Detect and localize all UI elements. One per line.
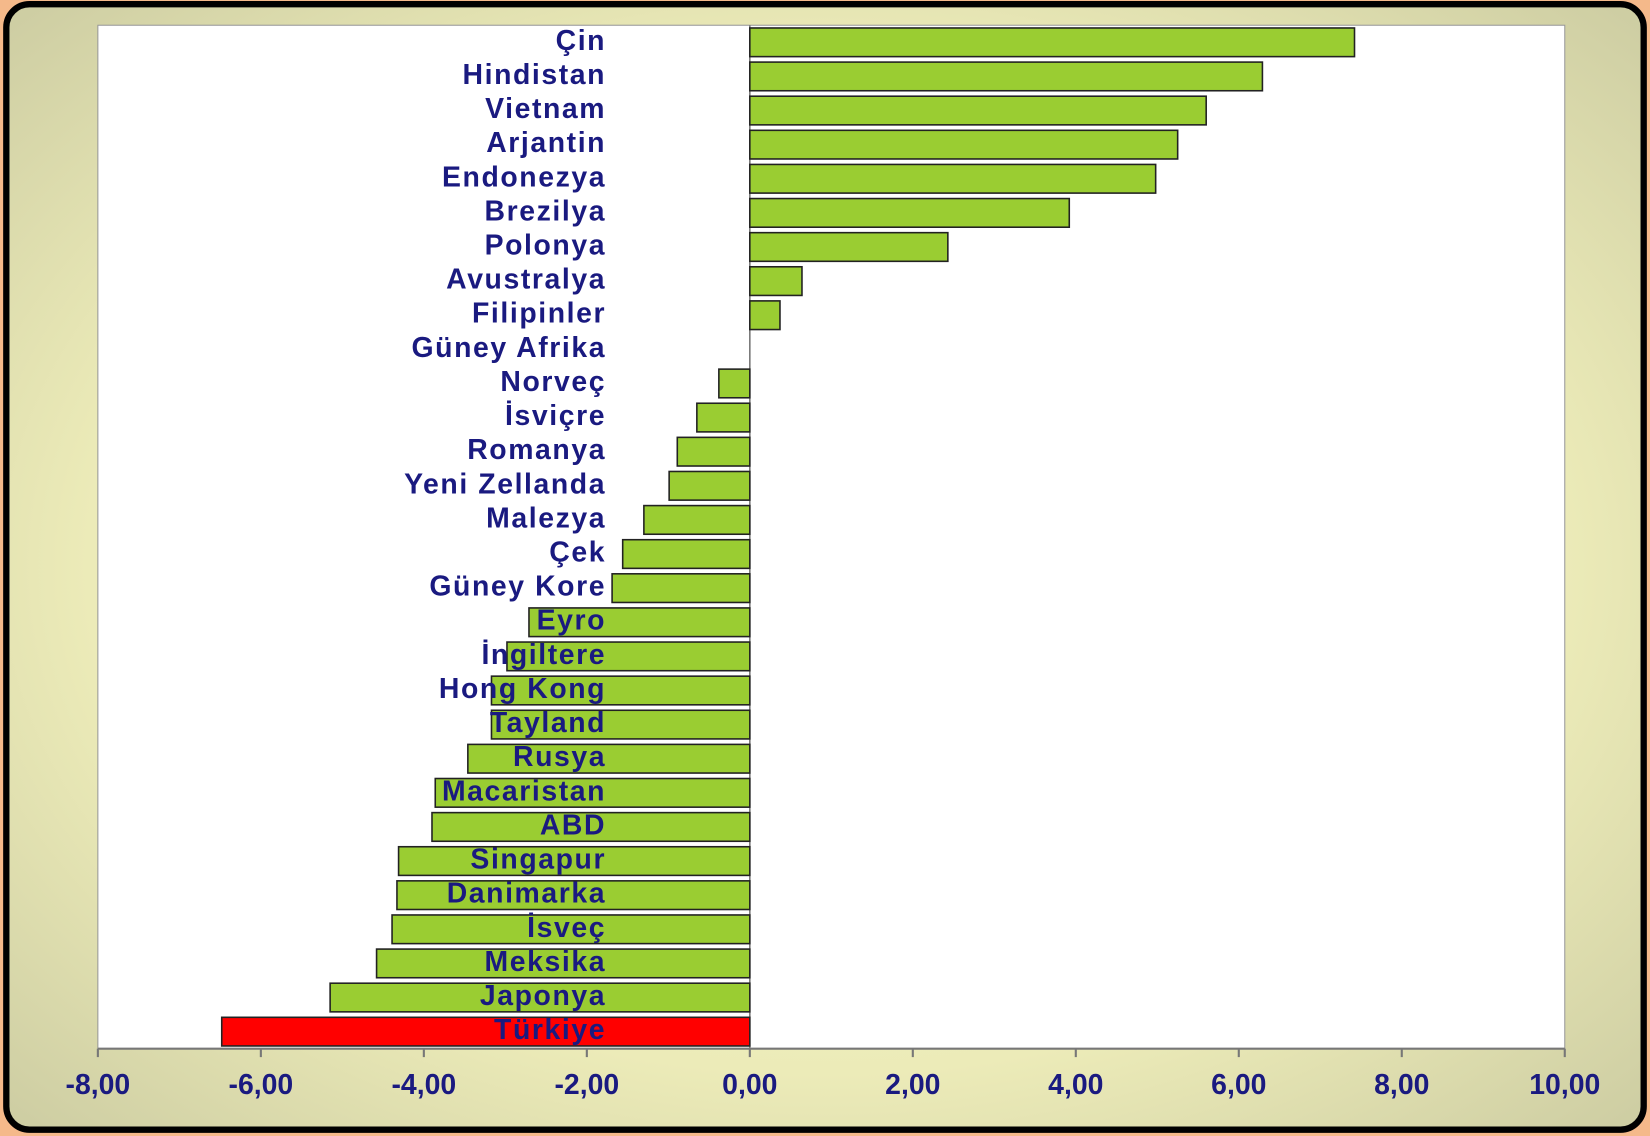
bar	[749, 300, 781, 331]
bar	[718, 368, 751, 399]
bar	[749, 163, 1157, 194]
bar	[749, 231, 949, 263]
x-tick-label: 4,00	[1048, 1069, 1103, 1101]
x-tick-label: 2,00	[885, 1069, 940, 1101]
x-tick-label: 6,00	[1211, 1069, 1266, 1101]
bar	[611, 573, 751, 604]
bar	[396, 880, 751, 911]
category-label: Singapur	[470, 844, 606, 876]
category-label: Hong Kong	[439, 673, 606, 705]
x-tick-label: 0,00	[722, 1069, 777, 1101]
x-tick-label: -4,00	[391, 1069, 456, 1101]
category-label: Hindistan	[463, 59, 607, 91]
category-label: Vietnam	[485, 93, 606, 125]
category-label: Güney Afrika	[411, 332, 606, 364]
bar	[490, 675, 751, 706]
category-label: Rusya	[513, 741, 606, 773]
category-label: İngiltere	[481, 639, 606, 671]
category-label: Japonya	[480, 980, 606, 1012]
bar	[220, 1016, 751, 1047]
category-label: Türkiye	[494, 1014, 606, 1046]
category-label: Danimarka	[447, 878, 606, 910]
bar	[506, 641, 751, 672]
category-label: Çek	[549, 537, 606, 569]
category-label: Endonezya	[442, 161, 606, 193]
bar	[397, 845, 751, 877]
bar	[431, 811, 751, 843]
category-label: Filipinler	[472, 298, 606, 330]
bar	[749, 265, 803, 297]
bar	[375, 948, 751, 979]
category-label: Arjantin	[486, 127, 606, 159]
bar	[749, 61, 1264, 92]
category-label: Güney Kore	[429, 571, 606, 603]
bar	[749, 129, 1179, 160]
bar	[621, 538, 751, 570]
bar	[696, 402, 751, 433]
category-label: İsviçre	[505, 400, 606, 432]
category-label: Çin	[556, 25, 606, 57]
category-label: Macaristan	[442, 775, 606, 807]
category-label: Tayland	[490, 707, 606, 739]
category-label: Malezya	[486, 502, 606, 534]
bar	[467, 743, 751, 774]
bar	[329, 982, 751, 1013]
category-label: Eyro	[537, 605, 606, 637]
bar	[528, 607, 751, 638]
category-label: Brezilya	[485, 195, 607, 227]
category-label: Polonya	[485, 229, 607, 261]
bar	[434, 777, 751, 808]
bar	[749, 95, 1207, 126]
category-label: Romanya	[467, 434, 606, 466]
x-tick-label: 10,00	[1529, 1069, 1600, 1101]
category-label: Avustralya	[446, 264, 606, 296]
bar	[668, 470, 751, 501]
x-tick-label: -2,00	[554, 1069, 619, 1101]
x-tick-label: -8,00	[65, 1069, 130, 1101]
category-label: Norveç	[500, 366, 606, 398]
bar	[676, 436, 751, 467]
bar	[391, 914, 751, 945]
bar	[749, 197, 1071, 228]
bar	[749, 27, 1356, 58]
category-label: Yeni Zellanda	[404, 468, 606, 500]
category-label: ABD	[540, 809, 606, 841]
bar	[490, 709, 751, 740]
bar	[643, 504, 751, 536]
category-label: Meksika	[485, 946, 607, 978]
category-label: İsveç	[527, 912, 606, 944]
x-tick-label: -6,00	[228, 1069, 293, 1101]
x-tick-label: 8,00	[1374, 1069, 1429, 1101]
plot-area	[97, 24, 1566, 1050]
